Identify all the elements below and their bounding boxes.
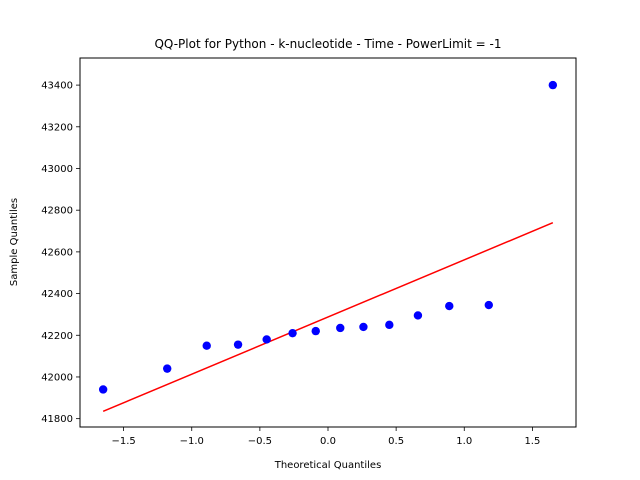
x-tick-label: 1.0 bbox=[456, 436, 472, 447]
y-tick-label: 42400 bbox=[41, 289, 73, 300]
data-point bbox=[385, 320, 394, 330]
x-tick-label: −0.5 bbox=[248, 436, 272, 447]
data-point bbox=[336, 323, 345, 333]
y-axis-label: Sample Quantiles bbox=[9, 198, 20, 286]
y-tick-label: 42000 bbox=[41, 372, 73, 383]
y-tick-label: 42600 bbox=[41, 247, 73, 258]
data-point bbox=[288, 328, 297, 338]
plot-area bbox=[80, 58, 576, 427]
fit-line bbox=[102, 222, 554, 413]
data-point bbox=[163, 364, 172, 373]
data-point bbox=[445, 301, 454, 311]
y-tick-label: 41800 bbox=[41, 414, 73, 425]
y-tick-label: 43400 bbox=[41, 81, 73, 92]
data-point bbox=[484, 300, 493, 310]
data-point bbox=[262, 335, 271, 344]
x-tick-label: 1.5 bbox=[524, 436, 540, 447]
y-tick-label: 42200 bbox=[41, 331, 73, 342]
data-point bbox=[311, 326, 320, 336]
data-point bbox=[548, 80, 558, 90]
data-point bbox=[359, 322, 368, 332]
x-tick-label: 0.0 bbox=[320, 436, 336, 447]
x-tick-label: −1.5 bbox=[111, 436, 135, 447]
data-point bbox=[413, 311, 423, 320]
data-point bbox=[233, 340, 243, 349]
chart-title: QQ-Plot for Python - k-nucleotide - Time… bbox=[154, 37, 501, 51]
x-tick-label: −1.0 bbox=[180, 436, 204, 447]
y-tick-label: 42800 bbox=[41, 206, 73, 217]
y-tick-label: 43000 bbox=[41, 164, 73, 175]
data-point bbox=[98, 385, 108, 394]
plot-content bbox=[98, 80, 558, 413]
x-axis-ticks: −1.5 −1.0 −0.5 0.0 0.5 1.0 1.5 bbox=[111, 427, 540, 447]
x-axis-label: Theoretical Quantiles bbox=[274, 460, 382, 471]
data-point bbox=[202, 341, 211, 350]
y-tick-label: 43200 bbox=[41, 122, 73, 133]
x-tick-label: 0.5 bbox=[388, 436, 404, 447]
y-axis-ticks: 41800 42000 42200 42400 42600 42800 43000 43200… bbox=[41, 81, 80, 425]
